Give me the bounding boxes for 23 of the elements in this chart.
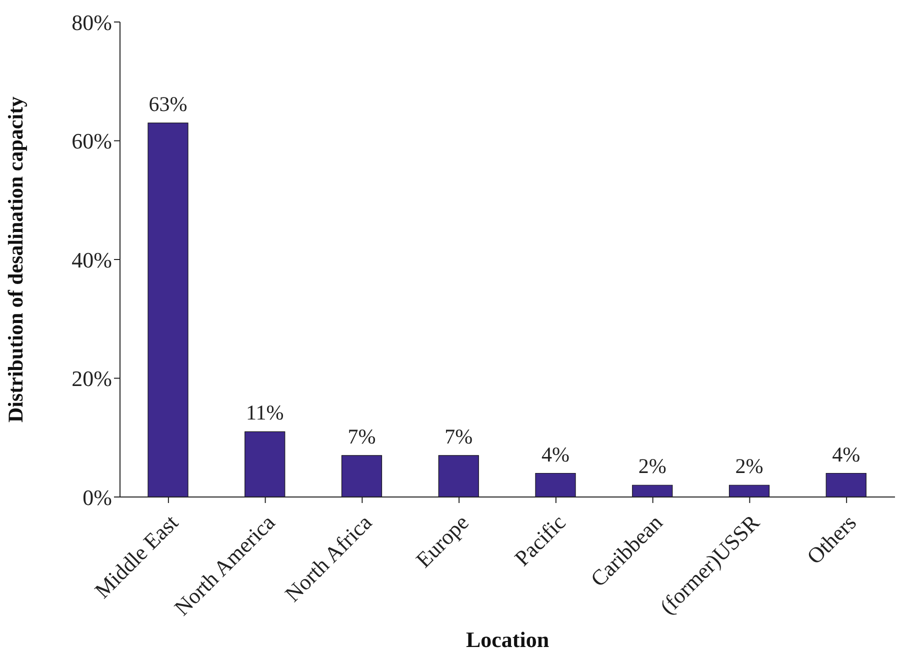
bar (826, 472, 866, 497)
bar (438, 455, 479, 497)
y-tick-label: 20% (72, 366, 112, 392)
y-tick-label: 80% (72, 10, 112, 35)
bar (632, 484, 673, 497)
data-label: 11% (246, 400, 284, 425)
data-label: 4% (542, 442, 570, 466)
data-label: 7% (444, 424, 473, 448)
y-axis-title: Distribution of desalination capacity (3, 96, 28, 423)
data-label: 2% (638, 454, 666, 478)
y-tick-label: 60% (72, 128, 112, 154)
y-tick-label: 0% (82, 484, 112, 510)
bar (148, 122, 188, 497)
bar (535, 472, 576, 497)
data-label: 7% (348, 424, 376, 448)
x-axis-title: Location (466, 627, 550, 652)
bar (244, 431, 286, 497)
y-tick-label: 40% (72, 247, 112, 272)
bar (728, 484, 770, 497)
data-label: 2% (735, 454, 764, 478)
data-label: 63% (148, 92, 188, 116)
data-label: 4% (832, 442, 860, 466)
bar (341, 455, 382, 497)
